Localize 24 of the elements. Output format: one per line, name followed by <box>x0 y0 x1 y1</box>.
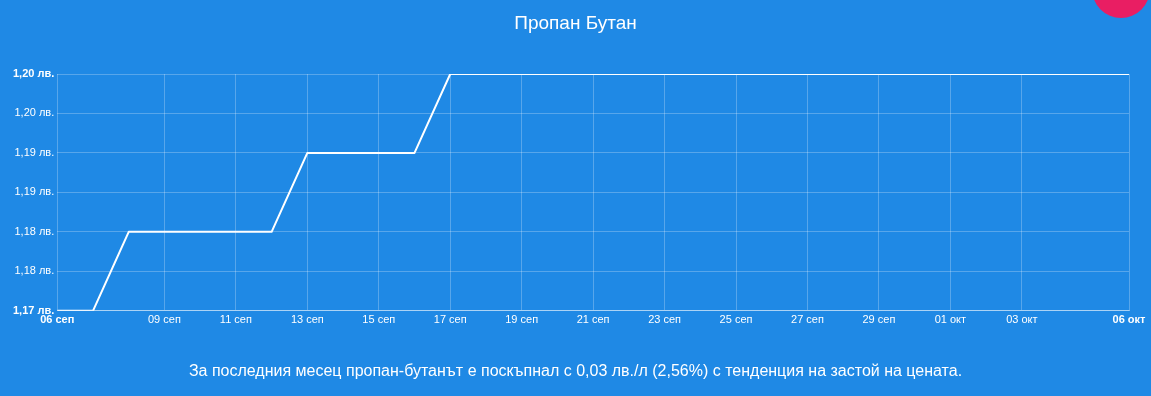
y-tick-label: 1,19 лв. <box>14 185 55 198</box>
x-tick-label: 06 сеп <box>40 313 75 326</box>
x-tick-label: 13 сеп <box>290 313 324 326</box>
y-tick-label: 1,20 лв. <box>14 106 55 119</box>
x-tick-label: 29 сеп <box>862 313 896 326</box>
y-tick-label: 1,18 лв. <box>14 224 55 237</box>
x-tick-label: 11 сеп <box>219 313 252 326</box>
y-tick-label: 1,19 лв. <box>14 145 55 158</box>
y-tick-label: 1,17 лв. <box>12 303 55 316</box>
x-tick-label: 27 сеп <box>791 313 824 326</box>
x-tick-label: 03 окт <box>1006 313 1038 326</box>
x-tick-label: 09 сеп <box>148 313 181 326</box>
x-tick-label: 01 окт <box>934 313 967 326</box>
text: За последния месец пропан-бутанът е поскъпнал с 0,03 лв./л (2,56%) с тенденция на застой на цената. <box>187 362 964 380</box>
x-tick-label: 25 сеп <box>719 313 753 326</box>
x-tick-label: 06 окт <box>1112 313 1147 326</box>
x-tick-label: 15 сеп <box>362 313 396 326</box>
x-tick-label: 23 сеп <box>648 313 682 326</box>
chart-title: Пропан Бутан <box>513 12 638 34</box>
y-tick-label: 1,18 лв. <box>14 264 55 277</box>
x-tick-label: 17 сеп <box>433 313 467 326</box>
x-tick-label: 19 сеп <box>505 313 539 326</box>
x-tick-label: 21 сеп <box>576 313 610 326</box>
y-tick-label: 1,20 лв. <box>12 67 55 80</box>
